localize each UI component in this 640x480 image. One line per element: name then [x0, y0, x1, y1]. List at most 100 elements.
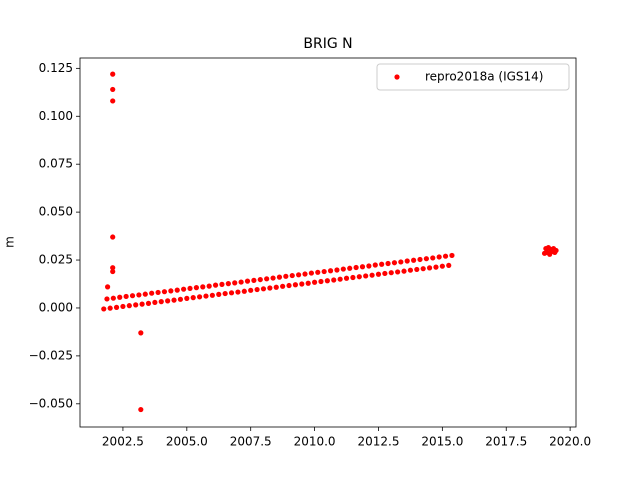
data-point	[363, 273, 369, 279]
data-point	[110, 295, 116, 301]
data-point	[318, 278, 324, 285]
data-point	[308, 270, 314, 276]
data-point	[264, 276, 270, 282]
data-point	[139, 301, 145, 307]
plot-frame	[79, 57, 577, 428]
data-point	[155, 289, 161, 296]
data-point	[366, 263, 372, 269]
data-point	[321, 268, 327, 275]
data-point	[232, 280, 238, 286]
data-point	[449, 252, 455, 259]
data-point	[404, 258, 410, 264]
data-point	[241, 288, 247, 294]
data-point	[391, 260, 398, 266]
y-tick-label: 0.000	[39, 300, 73, 314]
data-point	[302, 271, 308, 277]
data-point	[372, 262, 378, 268]
data-point	[110, 234, 116, 240]
data-point	[324, 278, 330, 284]
data-point	[149, 290, 155, 296]
y-tick-label: 0.075	[39, 157, 73, 171]
data-point	[280, 283, 286, 289]
data-point	[104, 296, 110, 302]
data-point	[117, 294, 123, 300]
data-point	[388, 270, 394, 276]
x-tick-label: 2010.0	[294, 435, 336, 449]
data-point	[181, 286, 187, 292]
data-point	[196, 294, 203, 300]
data-point	[254, 286, 260, 293]
data-point	[219, 281, 225, 287]
data-point	[152, 299, 158, 306]
data-point	[187, 285, 193, 292]
data-point	[273, 284, 279, 290]
data-point	[436, 254, 442, 260]
y-tick-label: −0.050	[29, 396, 73, 410]
data-point	[171, 297, 177, 303]
data-point	[311, 279, 318, 285]
data-point	[193, 285, 199, 291]
data-point	[305, 280, 311, 286]
data-point	[385, 260, 391, 267]
data-point	[110, 98, 116, 104]
x-tick-label: 2017.5	[485, 435, 527, 449]
data-point	[417, 256, 423, 263]
data-point	[331, 277, 337, 283]
y-tick-label: 0.050	[39, 205, 73, 219]
data-point	[327, 268, 334, 274]
data-point	[238, 279, 244, 285]
data-point	[190, 295, 196, 301]
data-point	[430, 255, 436, 261]
data-point	[375, 271, 382, 277]
data-point	[107, 305, 113, 311]
data-point	[446, 262, 452, 269]
data-point	[225, 281, 231, 287]
data-point	[553, 247, 559, 254]
data-point	[174, 287, 180, 293]
data-point	[350, 274, 356, 281]
x-tick-label: 2007.5	[230, 435, 272, 449]
data-point	[138, 406, 144, 413]
x-tick-label: 2005.0	[166, 435, 208, 449]
data-point	[347, 265, 353, 271]
data-point	[216, 291, 222, 297]
x-tick-label: 2020.0	[549, 435, 591, 449]
data-point	[120, 303, 126, 310]
data-point	[228, 290, 235, 296]
data-point	[158, 299, 164, 305]
x-tick-label: 2015.0	[421, 435, 463, 449]
data-point	[353, 264, 359, 271]
data-point	[101, 306, 107, 312]
y-tick-label: 0.025	[39, 253, 73, 267]
data-point	[203, 293, 209, 299]
data-point	[248, 287, 254, 293]
data-point	[168, 288, 174, 294]
data-point	[206, 283, 212, 289]
data-point	[110, 86, 116, 93]
data-point	[235, 289, 241, 295]
data-point	[177, 296, 184, 302]
data-point	[439, 263, 445, 269]
data-point	[133, 302, 139, 308]
data-point	[212, 282, 219, 288]
data-point	[411, 257, 417, 263]
data-point	[442, 253, 449, 259]
data-point	[136, 292, 142, 298]
data-point	[423, 256, 429, 262]
data-point	[299, 281, 305, 287]
data-point	[184, 295, 190, 301]
data-point	[276, 274, 283, 280]
data-point	[165, 298, 171, 304]
data-point	[161, 289, 168, 295]
data-point	[244, 278, 251, 284]
y-tick-label: 0.100	[39, 109, 73, 123]
data-point	[401, 268, 407, 274]
data-point	[315, 269, 321, 275]
y-axis-label: m	[3, 236, 17, 248]
data-point	[286, 282, 292, 289]
data-point	[398, 259, 404, 265]
data-point	[334, 267, 340, 273]
data-point	[343, 275, 350, 281]
data-point	[267, 285, 273, 291]
data-point	[337, 276, 343, 282]
